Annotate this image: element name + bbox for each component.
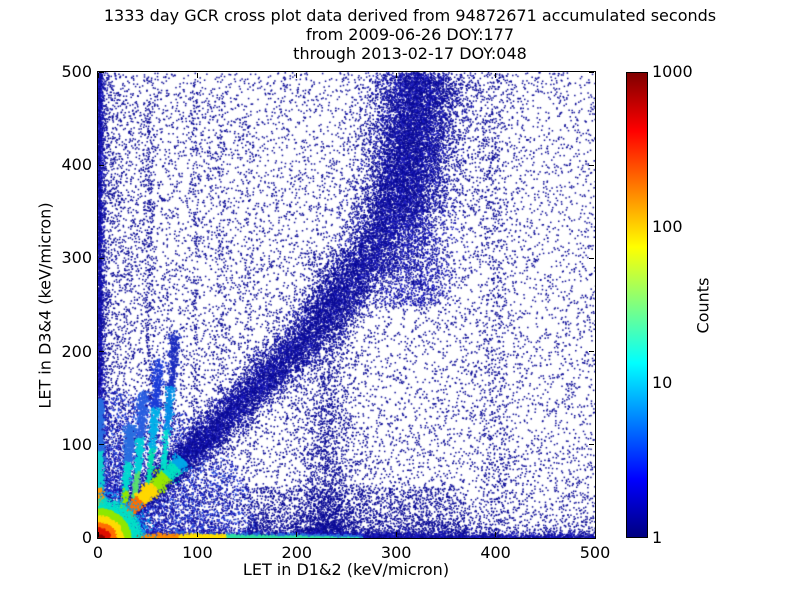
colorbar-tick-label: 10 (652, 372, 673, 392)
colorbar-tick-label: 1000 (652, 62, 693, 81)
y-axis-right-tick (589, 71, 594, 73)
colorbar-tick-label: 1 (652, 528, 663, 547)
x-tick-label: 100 (182, 543, 213, 562)
y-axis-right-tick (589, 444, 594, 446)
x-axis-top-tick (594, 73, 596, 78)
x-axis-tick (594, 532, 596, 537)
colorbar (626, 72, 648, 538)
y-axis-tick (99, 444, 104, 446)
plot-frame (97, 71, 596, 539)
x-axis-tick (495, 532, 497, 537)
colorbar-label: Counts (693, 277, 713, 334)
x-tick-label: 500 (579, 543, 611, 562)
x-axis-tick (196, 532, 198, 537)
chart-title: 1333 day GCR cross plot data derived fro… (20, 6, 800, 63)
x-tick-label: 0 (92, 543, 104, 562)
x-axis-top-tick (196, 73, 198, 78)
x-axis-top-tick (296, 73, 298, 78)
x-axis-tick (97, 532, 99, 537)
y-axis-right-tick (589, 351, 594, 353)
y-axis-right-tick (589, 257, 594, 259)
y-axis-tick (99, 164, 104, 166)
y-tick-label: 0 (81, 528, 92, 547)
chart-title-line-1: 1333 day GCR cross plot data derived fro… (103, 6, 717, 25)
x-axis-top-tick (495, 73, 497, 78)
y-axis-tick (99, 71, 104, 73)
y-tick-label: 200 (61, 341, 92, 361)
y-axis-tick (99, 537, 104, 539)
y-axis-right-tick (589, 164, 594, 166)
x-axis-top-tick (395, 73, 397, 78)
chart-title-line-2: from 2009-06-26 DOY:177 (305, 25, 514, 44)
colorbar-tick-label: 100 (652, 217, 683, 237)
y-axis-right-tick (589, 537, 594, 539)
x-axis-label: LET in D1&2 (keV/micron) (242, 560, 450, 579)
y-tick-label: 400 (61, 155, 92, 175)
x-tick-label: 300 (380, 543, 412, 562)
chart-title-line-3: through 2013-02-17 DOY:048 (293, 44, 527, 63)
x-axis-top-tick (97, 73, 99, 78)
y-tick-label: 500 (61, 62, 92, 81)
y-axis-label: LET in D3&4 (keV/micron) (35, 202, 55, 409)
y-axis-tick (99, 257, 104, 259)
plot-canvas (98, 72, 595, 538)
y-axis-tick (99, 351, 104, 353)
y-tick-label: 100 (61, 434, 92, 454)
x-axis-tick (395, 532, 397, 537)
x-tick-label: 200 (281, 543, 313, 562)
x-tick-label: 400 (480, 543, 511, 562)
y-tick-label: 300 (61, 248, 92, 268)
x-axis-tick (296, 532, 298, 537)
